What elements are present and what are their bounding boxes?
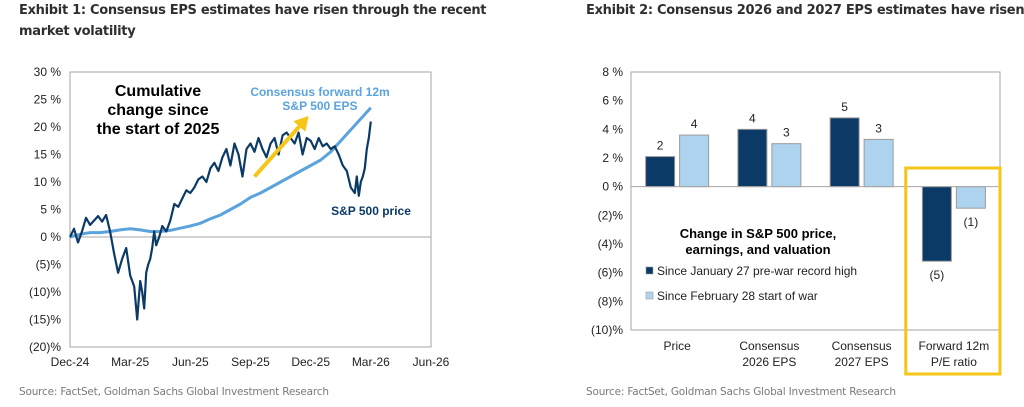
- y-tick-label: (10)%: [591, 323, 623, 337]
- x-category-label: Forward 12m: [919, 339, 990, 353]
- bar-data-label: (5): [930, 268, 945, 282]
- series-label-consensus-eps: S&P 500 EPS: [282, 99, 357, 113]
- legend-swatch: [645, 266, 654, 275]
- x-tick-label: Dec-25: [291, 355, 330, 369]
- x-category-label: P/E ratio: [931, 355, 977, 369]
- bar-chart: 8 % 6 % 4 % 2 % 0 % (2)% (4)% (6)% (8)% (10)% 2 4 Pr…: [591, 65, 1002, 376]
- x-tick-label: Jun-25: [172, 355, 209, 369]
- series-line-sp500-price: [69, 121, 372, 321]
- y-tick-label: (4)%: [598, 237, 624, 251]
- x-tick-label: Dec-24: [51, 355, 90, 369]
- y-tick-label: 15 %: [34, 148, 62, 162]
- x-category-label: Consensus: [739, 339, 799, 353]
- y-tick-label: 8 %: [602, 65, 623, 79]
- x-category-label: Price: [663, 339, 691, 353]
- y-tick-label: 4 %: [602, 122, 623, 136]
- x-tick-label: Sep-25: [231, 355, 270, 369]
- y-tick-label: (2)%: [598, 208, 624, 222]
- bar-since-feb28: [955, 186, 986, 209]
- bar-since-feb28: [679, 134, 710, 188]
- y-tick-label: (6)%: [598, 266, 624, 280]
- y-tick-label: (5)%: [36, 258, 62, 272]
- bar-data-label: 4: [691, 117, 698, 131]
- bar-since-jan27: [737, 128, 768, 188]
- bar-since-feb28: [771, 143, 802, 188]
- chart-annotation: the start of 2025: [97, 121, 220, 138]
- y-tick-label: 2 %: [602, 151, 623, 165]
- y-tick-label: 0 %: [602, 180, 623, 194]
- bar-data-label: 3: [875, 121, 882, 135]
- exhibit2-source: Source: FactSet, Goldman Sachs Global In…: [586, 386, 896, 398]
- y-tick-label: (8)%: [598, 294, 624, 308]
- chart-annotation: change since: [107, 102, 208, 119]
- x-category-label: 2026 EPS: [742, 355, 796, 369]
- y-tick-label: (15)%: [29, 313, 61, 327]
- bar-data-label: 4: [749, 111, 756, 125]
- chart-annotation: Cumulative: [115, 83, 201, 100]
- plot-area: [69, 71, 432, 348]
- y-tick-label: 10 %: [34, 175, 62, 189]
- line-chart: 30 % 25 % 20 % 15 % 10 % 5 % 0 % (5)% (10)% (15)%…: [29, 65, 450, 369]
- x-tick-label: Mar-26: [352, 355, 390, 369]
- chart-annotation: Change in S&P 500 price,: [680, 226, 837, 241]
- exhibit1-source: Source: FactSet, Goldman Sachs Global In…: [19, 386, 329, 398]
- trend-arrow-shaft: [253, 125, 301, 178]
- trend-arrow-head: [293, 116, 309, 132]
- exhibit2-title: Exhibit 2: Consensus 2026 and 2027 EPS e…: [586, 3, 1024, 18]
- y-tick-label: (20)%: [29, 340, 61, 354]
- x-tick-label: Mar-25: [111, 355, 149, 369]
- y-tick-label: (10)%: [29, 285, 61, 299]
- x-category-label: 2027 EPS: [835, 355, 889, 369]
- y-tick-label: 6 %: [602, 94, 623, 108]
- series-label-sp500-price: S&P 500 price: [331, 204, 411, 218]
- x-category-label: Consensus: [832, 339, 892, 353]
- bar-data-label: 2: [657, 139, 664, 153]
- legend-label: Since January 27 pre-war record high: [657, 264, 857, 278]
- y-tick-label: 30 %: [34, 65, 62, 79]
- y-tick-label: 20 %: [34, 120, 62, 134]
- highlight-box: [904, 166, 1002, 376]
- series-label-consensus-eps: Consensus forward 12m: [250, 85, 389, 99]
- bar-data-label: 5: [841, 100, 848, 114]
- bar-since-jan27: [829, 117, 860, 188]
- legend-label: Since February 28 start of war: [657, 289, 818, 303]
- bar-data-label: (1): [964, 215, 979, 229]
- y-tick-label: 0 %: [40, 230, 61, 244]
- bar-data-label: 3: [783, 126, 790, 140]
- exhibit1-title: Exhibit 1: Consensus EPS estimates have …: [19, 3, 487, 39]
- bar-since-jan27: [645, 156, 676, 188]
- y-tick-label: 5 %: [40, 203, 61, 217]
- bar-since-jan27: [921, 186, 952, 262]
- legend-swatch: [645, 291, 654, 300]
- y-tick-label: 25 %: [34, 93, 62, 107]
- bar-since-feb28: [863, 138, 894, 188]
- series-line-consensus-eps: [69, 106, 372, 239]
- chart-annotation: earnings, and valuation: [685, 242, 830, 257]
- x-tick-label: Jun-26: [413, 355, 450, 369]
